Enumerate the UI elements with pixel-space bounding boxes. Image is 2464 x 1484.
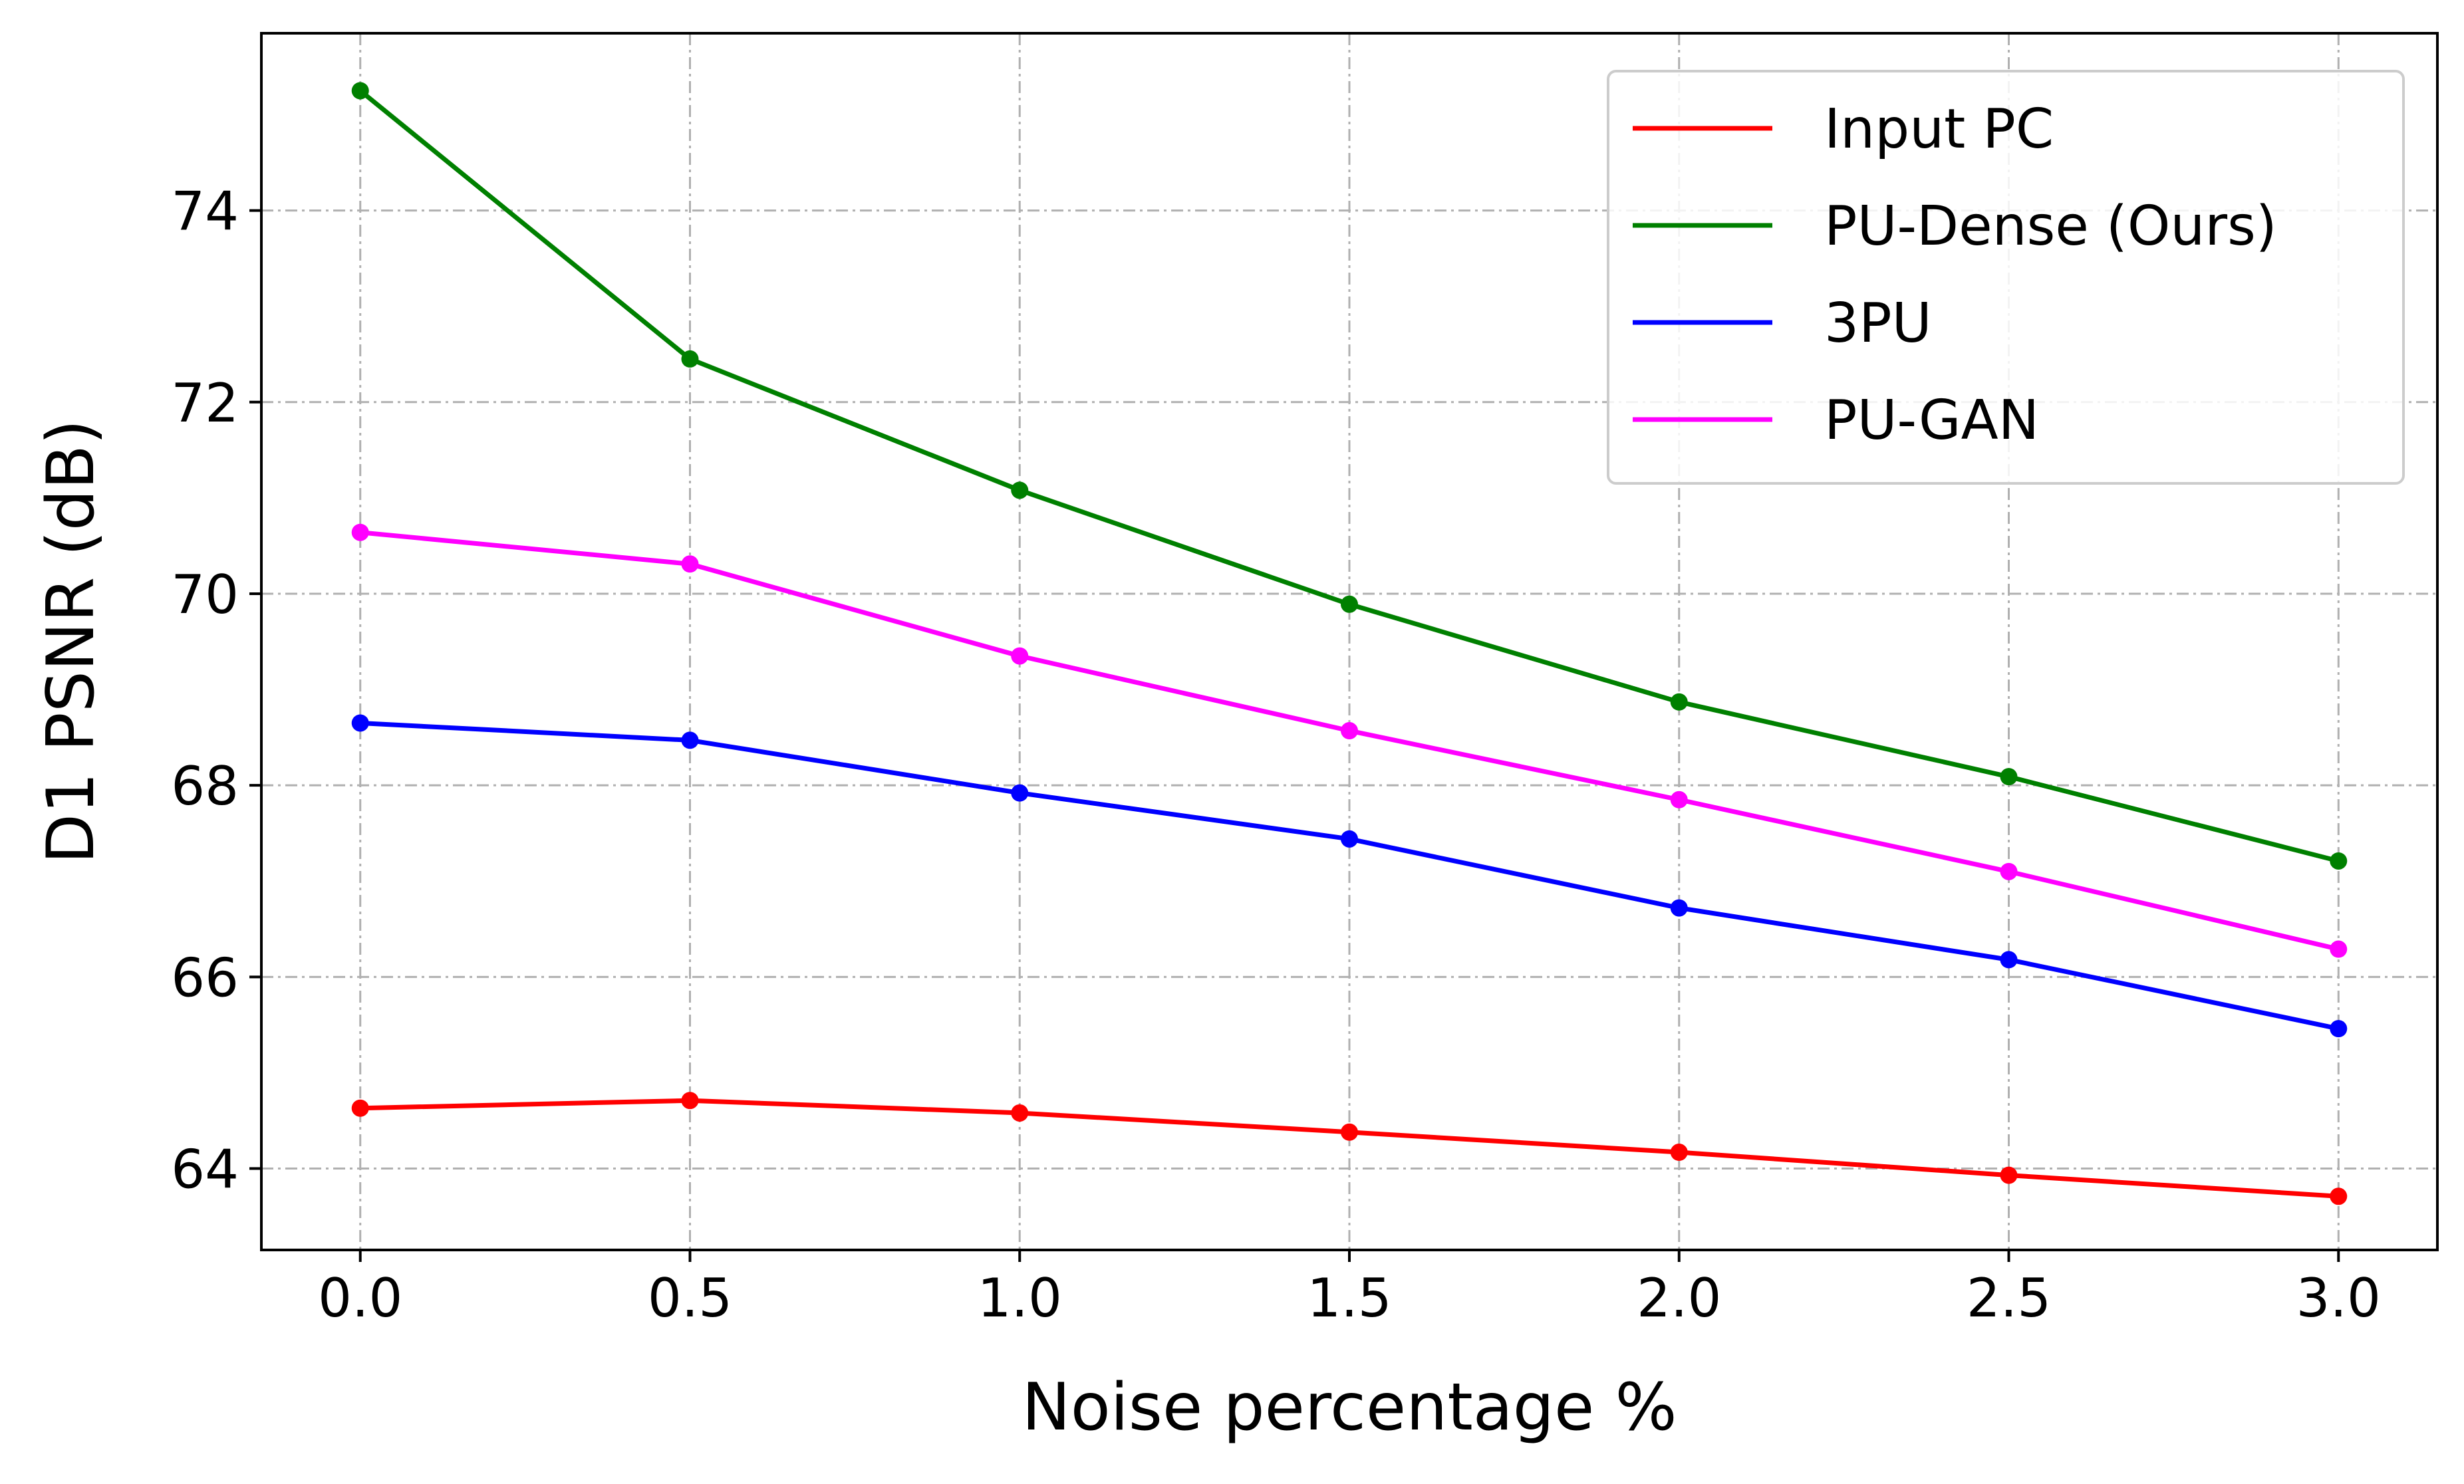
data-point — [1011, 647, 1029, 665]
data-point — [1341, 722, 1358, 740]
legend-label: PU-Dense (Ours) — [1824, 195, 2277, 258]
data-point — [351, 1099, 369, 1117]
data-point — [681, 555, 699, 573]
data-point — [1670, 1144, 1688, 1162]
axis-ticks: 0.0 0.5 1.0 1.5 2.0 2.5 3.0 64 66 68 70 72 74 — [171, 181, 2381, 1329]
data-point — [351, 714, 369, 732]
x-tick-label: 1.0 — [978, 1267, 1062, 1329]
data-point — [1341, 1123, 1358, 1141]
legend-label: 3PU — [1824, 292, 1932, 355]
x-tick-label: 2.5 — [1967, 1267, 2051, 1329]
y-tick-label: 68 — [171, 755, 239, 817]
y-tick-label: 74 — [171, 181, 239, 243]
data-point — [1341, 595, 1358, 613]
data-point — [1670, 693, 1688, 711]
y-axis-title: D1 PSNR (dB) — [33, 420, 109, 864]
x-tick-label: 0.5 — [648, 1267, 732, 1329]
x-tick-label: 3.0 — [2296, 1267, 2381, 1329]
data-point — [2000, 951, 2018, 969]
legend: Input PC PU-Dense (Ours) 3PU PU-GAN — [1607, 70, 2405, 485]
data-point — [351, 82, 369, 100]
data-point — [681, 731, 699, 749]
y-tick-label: 66 — [171, 947, 239, 1009]
legend-label: Input PC — [1824, 98, 2054, 161]
x-axis-title: Noise percentage % — [1022, 1370, 1677, 1445]
data-point — [2330, 1187, 2348, 1205]
data-point — [1011, 784, 1029, 802]
data-point — [2000, 768, 2018, 786]
legend-box — [1607, 70, 2405, 485]
data-point — [2330, 1020, 2348, 1038]
data-point — [1670, 899, 1688, 917]
series-layer — [351, 82, 2348, 1205]
y-tick-label: 70 — [171, 564, 239, 626]
x-tick-label: 0.0 — [318, 1267, 402, 1329]
legend-label: PU-GAN — [1824, 389, 2039, 452]
grid-lines — [261, 33, 2437, 1250]
data-point — [681, 1092, 699, 1110]
data-point — [1011, 481, 1029, 499]
data-point — [351, 523, 369, 541]
x-tick-label: 2.0 — [1637, 1267, 1721, 1329]
data-point — [1670, 791, 1688, 808]
y-tick-label: 72 — [171, 372, 239, 434]
data-point — [681, 350, 699, 368]
data-point — [2330, 852, 2348, 870]
data-point — [2330, 940, 2348, 958]
data-point — [2000, 1166, 2018, 1184]
data-point — [1011, 1104, 1029, 1122]
y-tick-label: 64 — [171, 1139, 239, 1201]
data-point — [2000, 862, 2018, 880]
data-point — [1341, 830, 1358, 848]
x-tick-label: 1.5 — [1307, 1267, 1391, 1329]
